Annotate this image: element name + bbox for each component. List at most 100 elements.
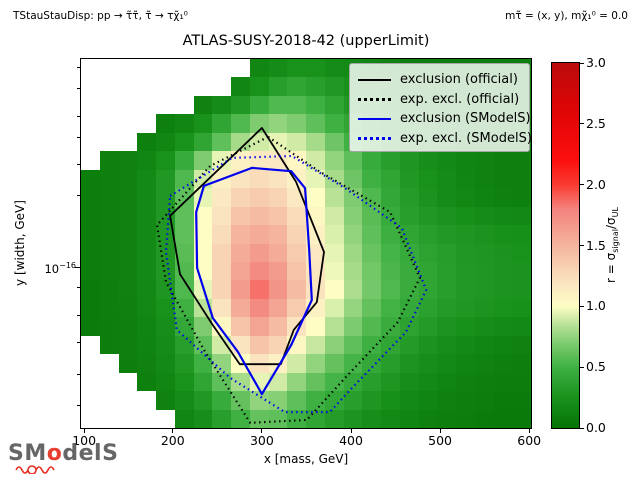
heatmap-cell xyxy=(99,317,119,336)
heatmap-cell xyxy=(418,206,438,226)
heatmap-cell xyxy=(474,225,494,244)
colorbar-tick xyxy=(580,427,584,429)
heatmap-cell xyxy=(381,280,400,299)
x-axis-label: x [mass, GeV] xyxy=(263,452,349,466)
heatmap-cell xyxy=(174,298,194,318)
heatmap-cell xyxy=(174,132,194,152)
heatmap-cell xyxy=(137,372,156,392)
heatmap-cell xyxy=(306,225,325,244)
heatmap-cell xyxy=(343,298,363,318)
heatmap-cell xyxy=(437,280,456,299)
y-minor-tick xyxy=(77,66,81,68)
heatmap-cell xyxy=(456,151,475,170)
heatmap-cell xyxy=(493,206,513,226)
heatmap-cell xyxy=(193,317,213,336)
heatmap-cell xyxy=(81,372,100,392)
colorbar-tick xyxy=(580,366,584,368)
heatmap-cell xyxy=(306,317,325,336)
heatmap-cell xyxy=(137,335,156,355)
heatmap-cell xyxy=(268,243,288,262)
legend: exclusion (official) exp. excl. (official… xyxy=(349,63,532,152)
legend-line-sample xyxy=(358,136,391,140)
heatmap-cell xyxy=(268,225,288,244)
heatmap-cell xyxy=(212,243,231,262)
heatmap-cell xyxy=(324,132,344,152)
heatmap-cell xyxy=(268,77,288,96)
heatmap-cell xyxy=(399,372,419,392)
heatmap-cell xyxy=(399,206,419,226)
heatmap-cell xyxy=(474,151,494,170)
y-minor-tick xyxy=(77,116,81,118)
heatmap-cell xyxy=(493,409,513,428)
heatmap-cell xyxy=(493,372,513,392)
heatmap-cell xyxy=(512,225,531,244)
heatmap-cell xyxy=(287,243,306,262)
heatmap-cell xyxy=(324,372,344,392)
heatmap-cell xyxy=(137,169,156,189)
heatmap-cell xyxy=(81,169,100,189)
heatmap-cell xyxy=(137,261,156,281)
heatmap-cell xyxy=(324,317,344,336)
heatmap-cell xyxy=(381,169,400,189)
heatmap-cell xyxy=(362,372,381,392)
heatmap-cell xyxy=(118,169,138,189)
heatmap-cell xyxy=(268,317,288,336)
heatmap-cell xyxy=(81,280,100,299)
heatmap-cell xyxy=(118,298,138,318)
heatmap-cell xyxy=(99,114,119,133)
heatmap-cell xyxy=(249,280,269,299)
heatmap-cell xyxy=(212,298,231,318)
heatmap-cell xyxy=(287,151,306,170)
heatmap-cell xyxy=(287,95,306,115)
mass-annotation: mτ̃ = (x, y), mχ̃₁⁰ = 0.0 xyxy=(505,10,628,22)
heatmap-cell xyxy=(418,188,438,207)
heatmap-cell xyxy=(437,188,456,207)
heatmap-cell xyxy=(399,298,419,318)
heatmap-cell xyxy=(306,95,325,115)
heatmap-cell xyxy=(362,243,381,262)
heatmap-cell xyxy=(156,151,175,170)
heatmap-cell xyxy=(399,188,419,207)
heatmap-cell xyxy=(343,409,363,428)
heatmap-cell xyxy=(249,298,269,318)
heatmap-cell xyxy=(287,206,306,226)
heatmap-cell xyxy=(174,169,194,189)
heatmap-cell xyxy=(212,77,231,96)
y-minor-tick xyxy=(77,137,81,139)
heatmap-cell xyxy=(268,95,288,115)
heatmap-cell xyxy=(437,317,456,336)
heatmap-cell xyxy=(399,391,419,410)
heatmap-cell xyxy=(193,95,213,115)
process-annotation: TStauStauDisp: pp → τ̃τ̃, τ̃ → τχ̃₁⁰ xyxy=(13,10,188,22)
heatmap-cell xyxy=(249,317,269,336)
heatmap-cell xyxy=(418,243,438,262)
legend-label: exclusion (SModelS) xyxy=(400,111,531,127)
heatmap-cell xyxy=(99,151,119,170)
heatmap-cell xyxy=(418,391,438,410)
heatmap-cell xyxy=(456,391,475,410)
heatmap-cell xyxy=(324,77,344,96)
x-tick-label: 200 xyxy=(160,433,185,448)
x-tick-label: 400 xyxy=(339,433,363,448)
heatmap-cell xyxy=(99,261,119,281)
heatmap-cell xyxy=(81,151,100,170)
heatmap-cell xyxy=(456,206,475,226)
heatmap-cell xyxy=(418,335,438,355)
heatmap-cell xyxy=(212,372,231,392)
heatmap-cell xyxy=(512,169,531,189)
heatmap-cell xyxy=(137,95,156,115)
heatmap-cell xyxy=(512,391,531,410)
heatmap-cell xyxy=(156,243,175,262)
heatmap-cell xyxy=(99,169,119,189)
heatmap-cell xyxy=(418,354,438,373)
x-tick xyxy=(350,428,352,433)
heatmap-cell xyxy=(362,206,381,226)
legend-line-sample xyxy=(358,117,391,120)
x-tick xyxy=(439,428,441,433)
heatmap-cell xyxy=(512,188,531,207)
heatmap-cell xyxy=(268,409,288,428)
heatmap-cell xyxy=(418,409,438,428)
heatmap-cell xyxy=(343,335,363,355)
heatmap-cell xyxy=(512,206,531,226)
